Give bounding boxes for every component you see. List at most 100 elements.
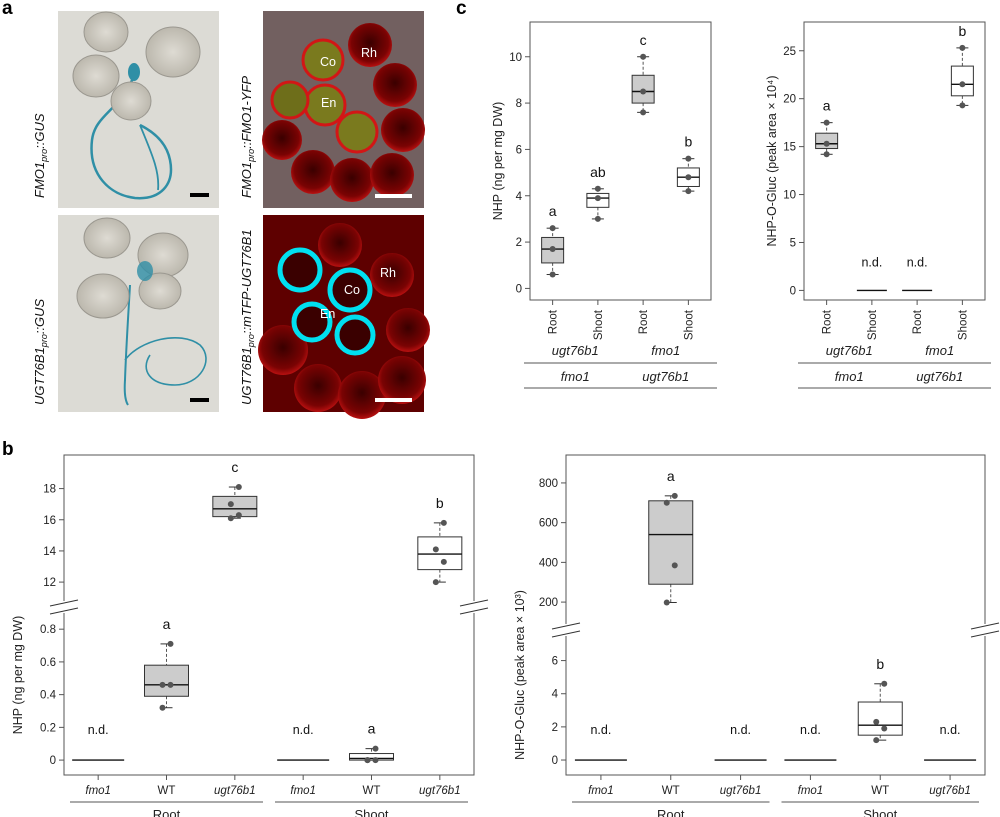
data-point (167, 640, 174, 647)
not-detected-label: n.d. (907, 255, 928, 269)
data-point (959, 81, 966, 88)
x-tick-label: fmo1 (85, 785, 111, 797)
y-tick-label: 0 (516, 283, 522, 295)
not-detected-label: n.d. (88, 723, 109, 737)
data-point (159, 704, 166, 711)
x-tick-label: Root (548, 309, 560, 334)
not-detected-label: n.d. (861, 255, 882, 269)
axis-break-mask (48, 601, 80, 613)
data-point (663, 499, 670, 506)
x-tick-label: WT (871, 785, 889, 797)
data-point (440, 558, 447, 565)
y-axis-label: NHP-O-Gluc (peak area × 10³) (513, 590, 527, 760)
label-en-1: En (321, 96, 336, 110)
genotype-label: ugt76b1 (826, 343, 873, 358)
axis-break-mark (49, 607, 79, 615)
significance-letter: b (436, 495, 444, 511)
genotype-label: fmo1 (561, 369, 590, 384)
data-point (881, 680, 888, 687)
y-tick-label: 0.2 (40, 722, 56, 734)
axis-break-mask (550, 624, 582, 636)
genotype-label: ugt76b1 (916, 369, 963, 384)
panel-label-c: c (456, 0, 467, 19)
data-point (227, 515, 234, 522)
label-rh-1: Rh (361, 46, 377, 60)
significance-letter: a (163, 616, 171, 632)
y-tick-label: 800 (539, 478, 558, 490)
data-point (685, 188, 692, 195)
data-point (671, 492, 678, 499)
y-tick-label: 0 (790, 285, 796, 297)
label-co-2: Co (344, 283, 360, 297)
not-detected-label: n.d. (730, 723, 751, 737)
y-tick-label: 0.6 (40, 657, 56, 669)
x-tick-label: Root (822, 309, 834, 334)
data-point (959, 44, 966, 51)
genotype-label: fmo1 (835, 369, 864, 384)
box-iqr (212, 495, 258, 518)
data-point (671, 562, 678, 569)
data-point (823, 140, 830, 147)
group-label: Root (153, 807, 181, 817)
label-co-1: Co (320, 55, 336, 69)
not-detected-label: n.d. (800, 723, 821, 737)
y-tick-label: 25 (783, 46, 796, 58)
label-fmo1-gus: FMO1pro::GUS (32, 113, 49, 198)
significance-letter: b (958, 23, 966, 39)
chart-c-right-nhp-o-gluc: 0 5 10 15 20 25 NHP-O-Gluc (peak area × 10⁴) Ro… (765, 21, 991, 389)
y-tick-label: 4 (516, 191, 523, 203)
not-detected-label: n.d. (590, 723, 611, 737)
genotype-label: ugt76b1 (642, 369, 689, 384)
y-tick-label: 10 (783, 190, 796, 202)
data-point (159, 681, 166, 688)
data-point (167, 681, 174, 688)
plot-frame (529, 21, 712, 301)
x-tick-label: WT (662, 785, 680, 797)
y-tick-label: 20 (783, 94, 796, 106)
data-point (873, 718, 880, 725)
significance-letter: a (549, 203, 557, 219)
x-tick-label: fmo1 (588, 785, 614, 797)
y-tick-label: 0.4 (40, 690, 57, 702)
box-iqr (349, 753, 394, 761)
y-tick-label: 5 (790, 237, 796, 249)
axis-break-mark (459, 607, 489, 615)
significance-letter: a (667, 468, 675, 484)
chart-b-right-nhp-o-gluc: 200 400 600 800 0 2 4 6 NHP-O-Gluc (peak area × … (513, 454, 1000, 817)
y-axis-label: NHP (ng per mg DW) (491, 102, 505, 221)
y-tick-label: 2 (516, 237, 522, 249)
y-tick-label: 4 (552, 689, 559, 701)
axis-break-mark (970, 630, 1000, 638)
y-tick-label: 6 (516, 144, 522, 156)
y-tick-label: 16 (43, 515, 56, 527)
data-point (881, 725, 888, 732)
x-tick-label: fmo1 (290, 785, 316, 797)
x-tick-label: Root (912, 309, 924, 334)
not-detected-label: n.d. (940, 723, 961, 737)
label-ugt76b1-gus: UGT76B1pro::GUS (32, 298, 49, 405)
y-tick-label: 400 (539, 557, 558, 569)
box-iqr (144, 664, 189, 697)
y-tick-label: 0 (50, 755, 56, 767)
box-iqr (950, 65, 974, 97)
y-tick-label: 600 (539, 518, 558, 530)
box-iqr (648, 500, 694, 585)
y-tick-label: 2 (552, 722, 558, 734)
chart-c-left-nhp: 0 2 4 6 8 10 NHP (ng per mg DW) Root a Shoot ab Roo… (491, 21, 717, 389)
y-tick-label: 0 (552, 755, 558, 767)
axis-break-mark (459, 599, 489, 607)
significance-letter: ab (590, 164, 606, 180)
y-tick-label: 15 (783, 142, 796, 154)
y-tick-label: 10 (509, 52, 522, 64)
data-point (685, 155, 692, 162)
significance-letter: c (640, 32, 647, 48)
y-tick-label: 8 (516, 98, 522, 110)
label-rh-2: Rh (380, 266, 396, 280)
data-point (235, 512, 242, 519)
axis-break-mark (970, 622, 1000, 630)
box-iqr (857, 701, 903, 736)
x-tick-label: ugt76b1 (419, 785, 461, 797)
data-point (823, 151, 830, 158)
data-point (440, 519, 447, 526)
